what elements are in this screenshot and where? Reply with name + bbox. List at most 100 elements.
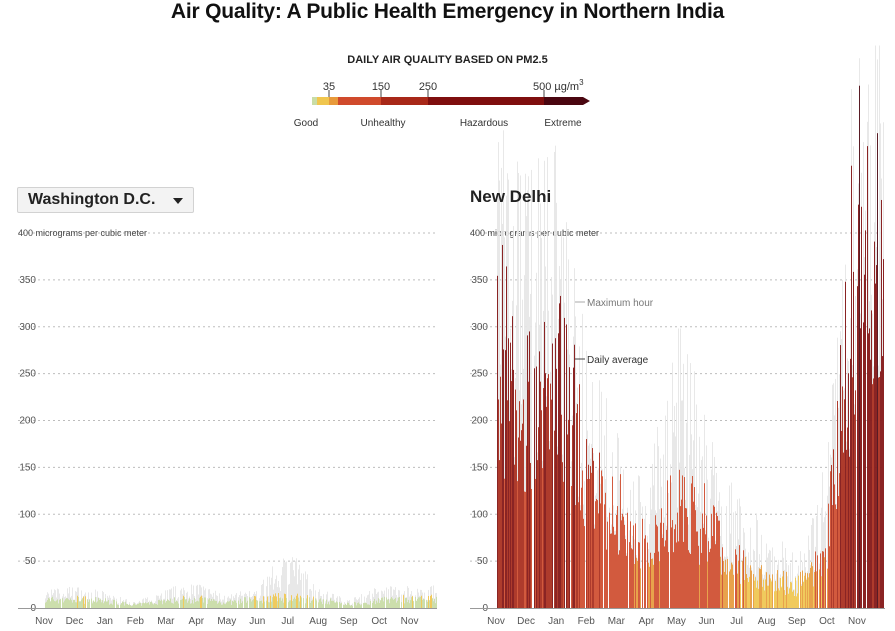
daily-average-bar xyxy=(870,359,871,608)
daily-average-bar xyxy=(343,604,344,608)
daily-average-bar xyxy=(126,603,127,608)
x-tick-label: Jan xyxy=(97,616,113,627)
daily-average-bar xyxy=(860,328,861,608)
max-hour-bar xyxy=(372,593,373,608)
max-hour-bar xyxy=(651,509,652,608)
daily-average-bar xyxy=(550,383,551,608)
daily-average-bar xyxy=(77,595,78,608)
daily-average-bar xyxy=(114,599,115,608)
max-hour-bar xyxy=(758,566,759,608)
max-hour-bar xyxy=(102,590,103,608)
daily-average-bar xyxy=(821,576,822,608)
daily-average-bar xyxy=(169,600,170,608)
scale-unhealthy-segment xyxy=(338,97,381,105)
daily-average-bar xyxy=(671,527,672,608)
max-hour-bar xyxy=(157,595,158,608)
daily-average-bar xyxy=(634,563,635,608)
legend-title: DAILY AIR QUALITY BASED ON PM2.5 xyxy=(347,54,548,66)
daily-average-bar xyxy=(871,310,872,608)
daily-average-bar xyxy=(835,504,836,608)
daily-average-bar xyxy=(727,559,728,608)
daily-average-bar xyxy=(344,605,345,608)
daily-average-bar xyxy=(384,596,385,608)
scale-category-extreme: Extreme xyxy=(544,118,582,129)
daily-average-bar xyxy=(216,600,217,608)
max-hour-bar xyxy=(239,595,240,608)
daily-average-bar xyxy=(249,597,250,608)
daily-average-bar xyxy=(689,552,690,608)
daily-average-bar xyxy=(598,513,599,608)
daily-average-bar xyxy=(611,533,612,608)
daily-average-bar xyxy=(379,602,380,608)
max-hour-bar xyxy=(169,589,170,608)
daily-average-bar xyxy=(124,605,125,608)
daily-average-bar xyxy=(682,475,683,608)
max-hour-bar xyxy=(241,595,242,608)
daily-average-bar xyxy=(740,583,741,608)
daily-average-bar xyxy=(383,601,384,608)
daily-average-bar xyxy=(277,601,278,608)
daily-average-bar xyxy=(422,599,423,608)
daily-average-bar xyxy=(673,552,674,608)
y-tick-label: 250 xyxy=(19,369,36,380)
daily-average-bar xyxy=(782,576,783,608)
max-hour-bar xyxy=(683,363,684,608)
daily-average-bar xyxy=(200,596,201,608)
daily-average-bar xyxy=(152,603,153,608)
daily-average-bar xyxy=(619,550,620,608)
daily-average-bar xyxy=(291,595,292,608)
daily-average-bar xyxy=(601,470,602,608)
max-hour-bar xyxy=(880,123,881,609)
daily-average-bar xyxy=(531,488,532,608)
max-hour-bar xyxy=(517,161,518,608)
daily-average-bar xyxy=(143,602,144,608)
x-tick-label: Sep xyxy=(340,616,358,627)
daily-average-bar xyxy=(846,449,847,608)
daily-average-bar xyxy=(820,553,821,608)
x-tick-label: Dec xyxy=(517,616,535,627)
daily-average-bar xyxy=(162,604,163,608)
daily-average-bar xyxy=(838,496,839,608)
max-hour-bar xyxy=(256,591,257,608)
daily-average-bar xyxy=(691,483,692,608)
daily-average-bar xyxy=(170,598,171,608)
daily-average-bar xyxy=(638,542,639,608)
daily-average-bar xyxy=(735,549,736,608)
daily-average-bar xyxy=(160,600,161,608)
daily-average-bar xyxy=(74,600,75,608)
daily-average-bar xyxy=(764,590,765,608)
daily-average-bar xyxy=(421,595,422,608)
daily-average-bar xyxy=(99,599,100,608)
daily-average-bar xyxy=(45,602,46,608)
max-hour-bar xyxy=(120,597,121,608)
daily-average-bar xyxy=(297,593,298,608)
daily-average-bar xyxy=(828,503,829,608)
daily-average-bar xyxy=(394,599,395,608)
daily-average-bar xyxy=(694,487,695,608)
daily-average-bar xyxy=(874,241,875,609)
y-tick-label: 250 xyxy=(471,369,488,380)
daily-average-bar xyxy=(769,574,770,608)
daily-average-bar xyxy=(660,522,661,608)
max-hour-bar xyxy=(187,591,188,608)
daily-average-bar xyxy=(637,560,638,608)
daily-average-bar xyxy=(610,533,611,608)
daily-average-bar xyxy=(522,423,523,608)
max-hour-bar xyxy=(63,593,64,608)
daily-average-bar xyxy=(858,204,859,608)
daily-average-bar xyxy=(415,597,416,608)
daily-average-bar xyxy=(159,600,160,608)
daily-average-bar xyxy=(212,600,213,608)
daily-average-bar xyxy=(775,580,776,608)
daily-average-bar xyxy=(333,600,334,608)
daily-average-bar xyxy=(376,600,377,608)
daily-average-bar xyxy=(301,597,302,608)
city-select-dropdown[interactable]: Washington D.C. xyxy=(17,187,194,213)
max-hour-bar xyxy=(263,579,264,608)
daily-average-bar xyxy=(389,603,390,608)
daily-average-bar xyxy=(509,421,510,608)
daily-average-bar xyxy=(847,427,848,608)
daily-average-bar xyxy=(120,604,121,608)
daily-average-bar xyxy=(751,570,752,608)
daily-average-bar xyxy=(767,585,768,608)
